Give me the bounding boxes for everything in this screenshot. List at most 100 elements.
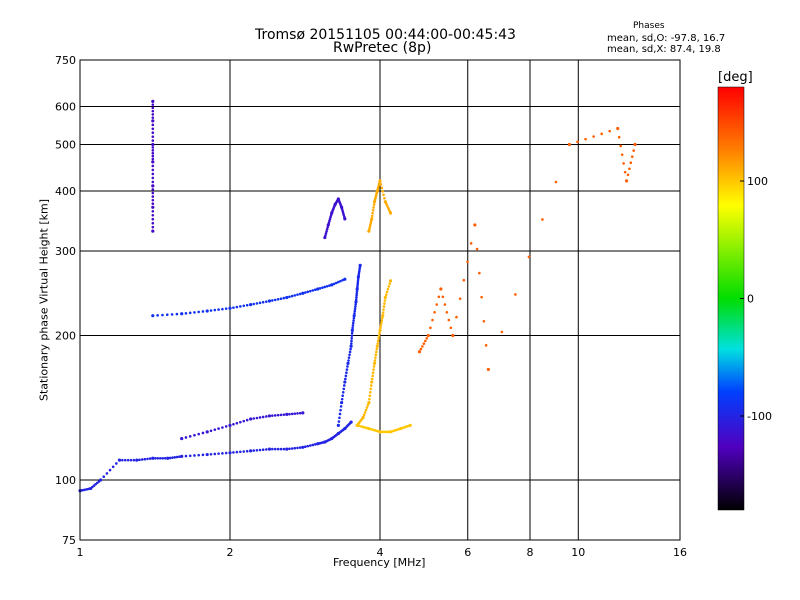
data-point xyxy=(376,339,380,343)
data-point xyxy=(628,167,631,171)
data-point xyxy=(327,221,331,225)
data-point xyxy=(356,281,360,285)
data-point xyxy=(451,333,455,338)
data-point xyxy=(258,301,262,305)
data-point xyxy=(339,408,342,412)
data-point xyxy=(271,414,274,417)
data-point xyxy=(276,413,280,417)
data-point xyxy=(135,458,139,462)
data-point xyxy=(245,418,249,422)
data-point xyxy=(288,447,291,451)
data-point xyxy=(354,302,357,306)
data-point xyxy=(245,449,249,453)
data-point xyxy=(354,298,358,302)
data-point xyxy=(368,227,371,231)
data-point xyxy=(554,180,558,184)
data-point xyxy=(363,426,367,429)
data-point xyxy=(261,448,265,451)
data-point xyxy=(382,193,385,197)
data-point xyxy=(368,397,371,401)
data-point xyxy=(350,337,354,340)
data-point xyxy=(311,443,315,447)
data-point xyxy=(285,412,289,417)
x-tick-label: 8 xyxy=(527,546,534,559)
data-point xyxy=(379,324,383,327)
data-point xyxy=(484,344,488,347)
data-point xyxy=(357,269,361,273)
data-point xyxy=(324,232,328,235)
data-point xyxy=(350,331,354,335)
data-point xyxy=(205,309,209,313)
colorbar-ticks: 100 0 -100 xyxy=(740,175,772,423)
data-point xyxy=(151,205,155,209)
data-point xyxy=(267,447,272,451)
y-tick-label: 100 xyxy=(55,474,76,487)
data-point xyxy=(482,319,486,323)
data-point xyxy=(170,313,174,316)
data-point xyxy=(108,468,112,472)
data-point xyxy=(143,457,147,461)
data-point xyxy=(282,413,286,416)
data-point xyxy=(151,160,155,164)
data-point xyxy=(298,411,302,415)
data-point xyxy=(252,449,256,452)
phases-heading: Phases xyxy=(633,21,665,31)
data-point xyxy=(357,424,361,428)
data-point xyxy=(381,190,384,193)
data-point xyxy=(313,288,317,292)
data-point xyxy=(146,457,149,461)
data-point xyxy=(622,162,625,165)
data-point xyxy=(151,146,155,149)
data-point xyxy=(343,380,347,384)
data-point xyxy=(102,475,106,479)
x-tick-label: 4 xyxy=(377,546,384,559)
data-point xyxy=(353,312,356,315)
data-point xyxy=(429,326,432,330)
data-point xyxy=(328,219,331,223)
data-point xyxy=(279,297,283,300)
data-point xyxy=(239,420,242,424)
data-point xyxy=(151,103,155,106)
data-point xyxy=(151,195,155,198)
phases-x-mode-stats: mean, sd,X: 87.4, 19.8 xyxy=(607,44,721,55)
data-point xyxy=(466,260,469,264)
data-point xyxy=(342,384,346,387)
data-point xyxy=(138,458,141,462)
data-point xyxy=(355,294,358,297)
colorbar-tick-label: 0 xyxy=(747,293,754,306)
data-point xyxy=(357,271,361,275)
data-point xyxy=(370,217,374,221)
data-point xyxy=(426,333,430,338)
data-point xyxy=(383,302,386,305)
data-point xyxy=(364,408,368,412)
data-point xyxy=(372,368,375,371)
data-point xyxy=(371,209,375,212)
data-point xyxy=(173,456,177,459)
data-point xyxy=(344,377,347,381)
y-tick-label: 75 xyxy=(62,534,76,547)
data-point xyxy=(311,289,315,292)
data-point xyxy=(431,318,434,322)
data-point xyxy=(370,214,374,218)
data-point xyxy=(99,478,103,482)
data-point xyxy=(387,285,391,288)
data-point xyxy=(375,350,378,354)
data-point xyxy=(308,289,312,293)
data-point xyxy=(617,135,621,139)
plot-grid xyxy=(80,60,680,540)
data-point xyxy=(447,318,451,322)
data-point xyxy=(151,113,155,116)
data-point xyxy=(258,416,262,419)
data-point xyxy=(306,290,310,294)
data-point xyxy=(255,448,259,452)
data-point xyxy=(372,203,376,206)
data-point xyxy=(235,450,239,454)
data-point xyxy=(298,446,302,449)
data-point xyxy=(304,291,307,294)
data-point xyxy=(345,368,349,371)
data-point xyxy=(371,374,374,378)
data-point xyxy=(217,427,220,430)
data-point xyxy=(439,287,443,291)
data-point xyxy=(151,99,155,103)
data-point xyxy=(228,306,232,310)
